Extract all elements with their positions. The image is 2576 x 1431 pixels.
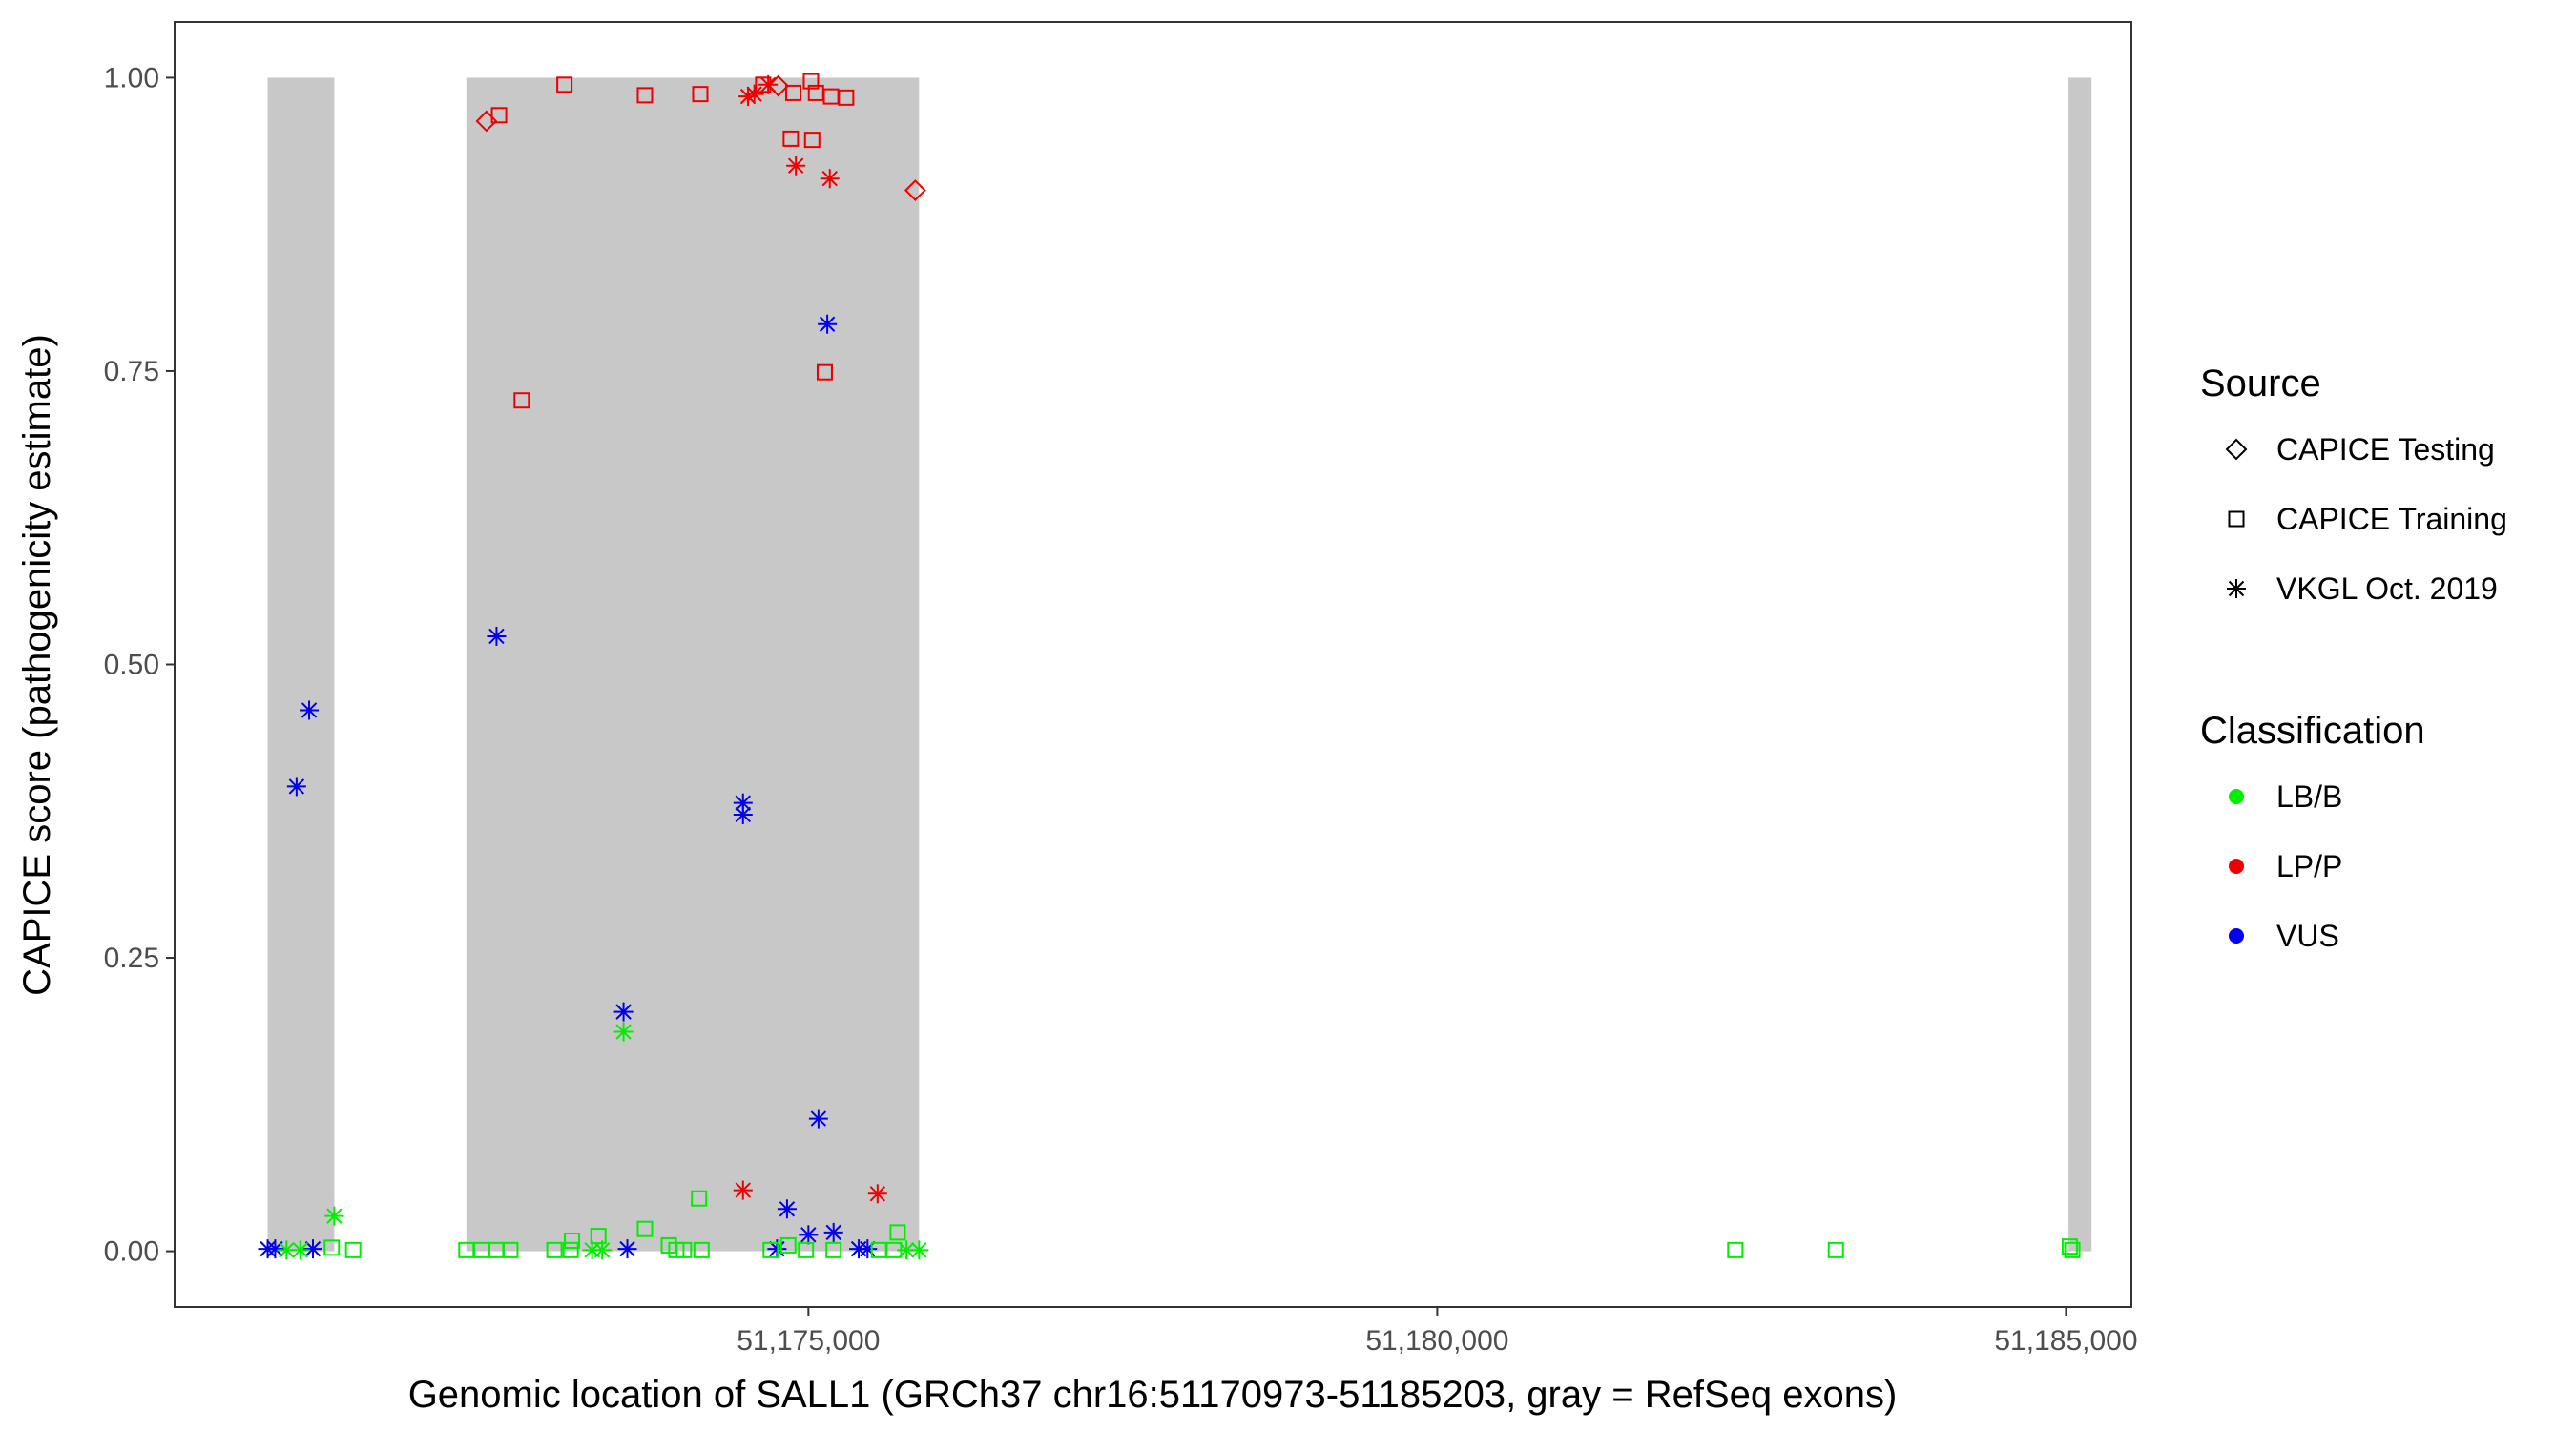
legend-source: Source CAPICE Testing CAPICE Training VKGL …	[2200, 363, 2507, 606]
y-tick-label: 0.25	[104, 943, 159, 974]
point-lb-b-square	[691, 1190, 708, 1207]
point-vus-asterisk	[613, 1002, 634, 1022]
exon-regions	[267, 77, 2092, 1252]
legend-key-asterisk	[2227, 579, 2246, 598]
point-lb-b-square	[798, 1241, 815, 1258]
point-lp-p-diamond	[767, 74, 790, 97]
point-lb-b-square	[344, 1241, 362, 1258]
point-lp-p-square	[513, 392, 530, 409]
legend-label: VKGL Oct. 2019	[2276, 571, 2498, 606]
point-lb-b-square	[546, 1241, 563, 1258]
legend-classification: Classification LB/B LP/P VUS	[2200, 710, 2425, 953]
point-lp-p-asterisk	[733, 1180, 753, 1200]
point-vus-asterisk	[823, 1222, 843, 1242]
point-lb-b-asterisk	[324, 1206, 344, 1226]
point-lb-b-asterisk	[909, 1240, 929, 1260]
point-lb-b-square	[2061, 1238, 2078, 1255]
legend-label: LB/B	[2276, 779, 2342, 814]
legend-label: CAPICE Training	[2276, 502, 2507, 536]
point-vus-asterisk	[818, 314, 838, 334]
point-lp-p-square	[838, 89, 855, 106]
legend-key-dot	[2229, 859, 2244, 874]
legend-title: Source	[2200, 363, 2321, 404]
legend-key-diamond	[2225, 438, 2248, 461]
point-lp-p-diamond	[904, 179, 926, 201]
point-vus-asterisk	[777, 1199, 797, 1219]
point-lb-b-square	[2064, 1241, 2081, 1258]
point-lp-p-square	[803, 132, 821, 149]
point-lb-b-square	[1727, 1241, 1744, 1258]
legend-label: VUS	[2276, 919, 2339, 953]
point-lp-p-square	[490, 107, 508, 124]
point-lp-p-square	[636, 87, 654, 104]
legend-key-dot	[2229, 789, 2244, 804]
point-lb-b-square	[562, 1241, 579, 1258]
legend-key-dot	[2229, 928, 2244, 944]
y-axis-title: CAPICE score (pathogenicity estimate)	[16, 334, 58, 996]
x-tick-label: 51,180,000	[1365, 1325, 1508, 1357]
y-tick-label: 0.75	[104, 356, 159, 387]
point-lp-p-square	[556, 76, 573, 93]
point-lb-b-square	[779, 1236, 797, 1254]
x-axis-title: Genomic location of SALL1 (GRCh37 chr16:…	[408, 1374, 1898, 1416]
x-tick-label: 51,185,000	[1994, 1325, 2137, 1357]
legend-key-square	[2228, 510, 2245, 528]
point-lp-p-asterisk	[820, 169, 840, 189]
point-lb-b-asterisk	[277, 1240, 297, 1260]
point-lp-p-asterisk	[867, 1184, 887, 1204]
point-lb-b-square	[675, 1241, 693, 1258]
point-vus-asterisk	[808, 1109, 828, 1129]
point-lp-p-square	[692, 86, 709, 103]
y-tick-label: 1.00	[104, 62, 159, 93]
point-lb-b-square	[1827, 1241, 1844, 1258]
point-lb-b-square	[889, 1224, 906, 1241]
point-lb-b-square	[825, 1241, 842, 1258]
point-lp-p-asterisk	[786, 156, 806, 176]
point-vus-asterisk	[617, 1239, 637, 1259]
legend-title: Classification	[2200, 710, 2425, 752]
exon-band-2	[466, 77, 920, 1252]
point-vus-asterisk	[799, 1225, 819, 1245]
legend-label: LP/P	[2276, 849, 2342, 883]
point-lp-p-asterisk	[744, 84, 764, 104]
point-vus-asterisk	[487, 626, 507, 646]
x-axis: 51,175,000 51,180,000 51,185,000	[737, 1307, 2138, 1357]
legend: Source CAPICE Testing CAPICE Training VKGL …	[2200, 363, 2507, 953]
point-lb-b-asterisk	[613, 1022, 634, 1042]
legend-label: CAPICE Testing	[2276, 432, 2495, 467]
exon-band-3	[2068, 77, 2092, 1252]
point-vus-asterisk	[302, 1239, 322, 1259]
point-lp-p-square	[785, 84, 802, 101]
point-lp-p-square	[802, 73, 820, 90]
point-lb-b-square	[323, 1239, 341, 1256]
x-tick-label: 51,175,000	[737, 1325, 880, 1357]
data-points	[258, 73, 2081, 1260]
point-lb-b-square	[502, 1241, 519, 1258]
point-lb-b-square	[636, 1220, 654, 1237]
y-axis: 0.00 0.25 0.50 0.75 1.00	[104, 62, 175, 1268]
point-lb-b-square	[762, 1241, 779, 1258]
point-lb-b-asterisk	[592, 1240, 613, 1260]
point-vus-asterisk	[286, 777, 306, 797]
point-vus-asterisk	[733, 804, 753, 824]
point-vus-asterisk	[300, 700, 320, 720]
point-lb-b-asterisk	[290, 1240, 310, 1260]
exon-band-1	[267, 77, 335, 1252]
point-vus-asterisk	[733, 793, 753, 813]
point-lb-b-square	[564, 1232, 581, 1249]
point-lb-b-square	[693, 1241, 710, 1258]
y-tick-label: 0.00	[104, 1236, 159, 1268]
point-lp-p-square	[816, 363, 833, 381]
point-lp-p-square	[782, 130, 800, 147]
y-tick-label: 0.50	[104, 650, 159, 681]
